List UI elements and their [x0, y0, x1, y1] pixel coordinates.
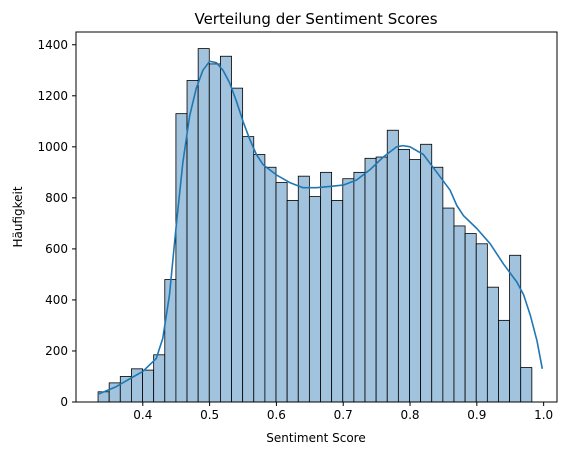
histogram-bar	[308, 196, 321, 403]
y-tick-label: 200	[45, 344, 68, 358]
histogram-bar	[486, 286, 499, 403]
x-axis: 0.4 0.5 0.6 0.7 0.8 0.9 1.0	[133, 402, 553, 422]
histogram-bar	[153, 354, 166, 403]
histogram-bar	[286, 200, 299, 403]
y-tick-label: 1200	[37, 89, 68, 103]
x-tick-label: 0.9	[467, 408, 486, 422]
histogram-bar	[208, 63, 221, 403]
histogram-bar	[275, 182, 288, 403]
x-tick-label: 0.8	[400, 408, 419, 422]
histogram-bar	[364, 157, 377, 403]
y-axis-label: Häufigkeit	[11, 186, 25, 247]
histogram-bar	[375, 156, 388, 403]
kde-curve-group	[97, 60, 544, 396]
histogram-bar	[475, 243, 488, 403]
y-axis: 0 200 400 600 800 1000 1200 1400	[37, 38, 76, 409]
histogram-bar	[397, 148, 410, 403]
histogram-bar	[420, 143, 433, 403]
histogram-bar	[353, 171, 366, 403]
histogram-bar	[464, 233, 477, 403]
histogram-bar	[186, 80, 199, 403]
histogram-bar	[320, 171, 333, 403]
histogram-bar	[386, 129, 399, 403]
histogram-bar	[498, 319, 511, 403]
histogram-bar	[142, 369, 155, 403]
histogram-bar	[509, 254, 522, 403]
y-tick-label: 600	[45, 242, 68, 256]
chart-title: Verteilung der Sentiment Scores	[194, 10, 437, 28]
y-tick-label: 0	[60, 395, 68, 409]
y-tick-label: 400	[45, 293, 68, 307]
x-tick-label: 1.0	[534, 408, 553, 422]
plot-frame	[75, 31, 558, 403]
histogram-bar	[242, 136, 255, 403]
y-tick-label: 1400	[37, 38, 68, 52]
x-tick-label: 0.6	[267, 408, 286, 422]
histogram-bar	[409, 159, 422, 403]
histogram-bar	[231, 87, 244, 403]
histogram-bar	[520, 367, 533, 403]
histogram-bars	[97, 48, 533, 403]
histogram-bar	[331, 200, 344, 403]
histogram-bar	[342, 178, 355, 403]
histogram-bar	[442, 207, 455, 403]
x-axis-label: Sentiment Score	[266, 431, 365, 445]
y-tick-label: 800	[45, 191, 68, 205]
x-tick-label: 0.7	[334, 408, 353, 422]
y-tick-label: 1000	[37, 140, 68, 154]
x-tick-label: 0.4	[133, 408, 152, 422]
histogram-bar	[453, 225, 466, 403]
histogram-bar	[164, 279, 177, 403]
histogram-bar	[264, 166, 277, 403]
histogram-bar	[175, 113, 188, 403]
kde-curve	[97, 60, 544, 396]
histogram-bar	[197, 48, 210, 403]
x-tick-label: 0.5	[200, 408, 219, 422]
histogram-bar	[253, 154, 266, 403]
histogram-bar	[220, 55, 232, 403]
histogram-bar	[297, 175, 310, 403]
histogram-bar	[431, 166, 444, 403]
